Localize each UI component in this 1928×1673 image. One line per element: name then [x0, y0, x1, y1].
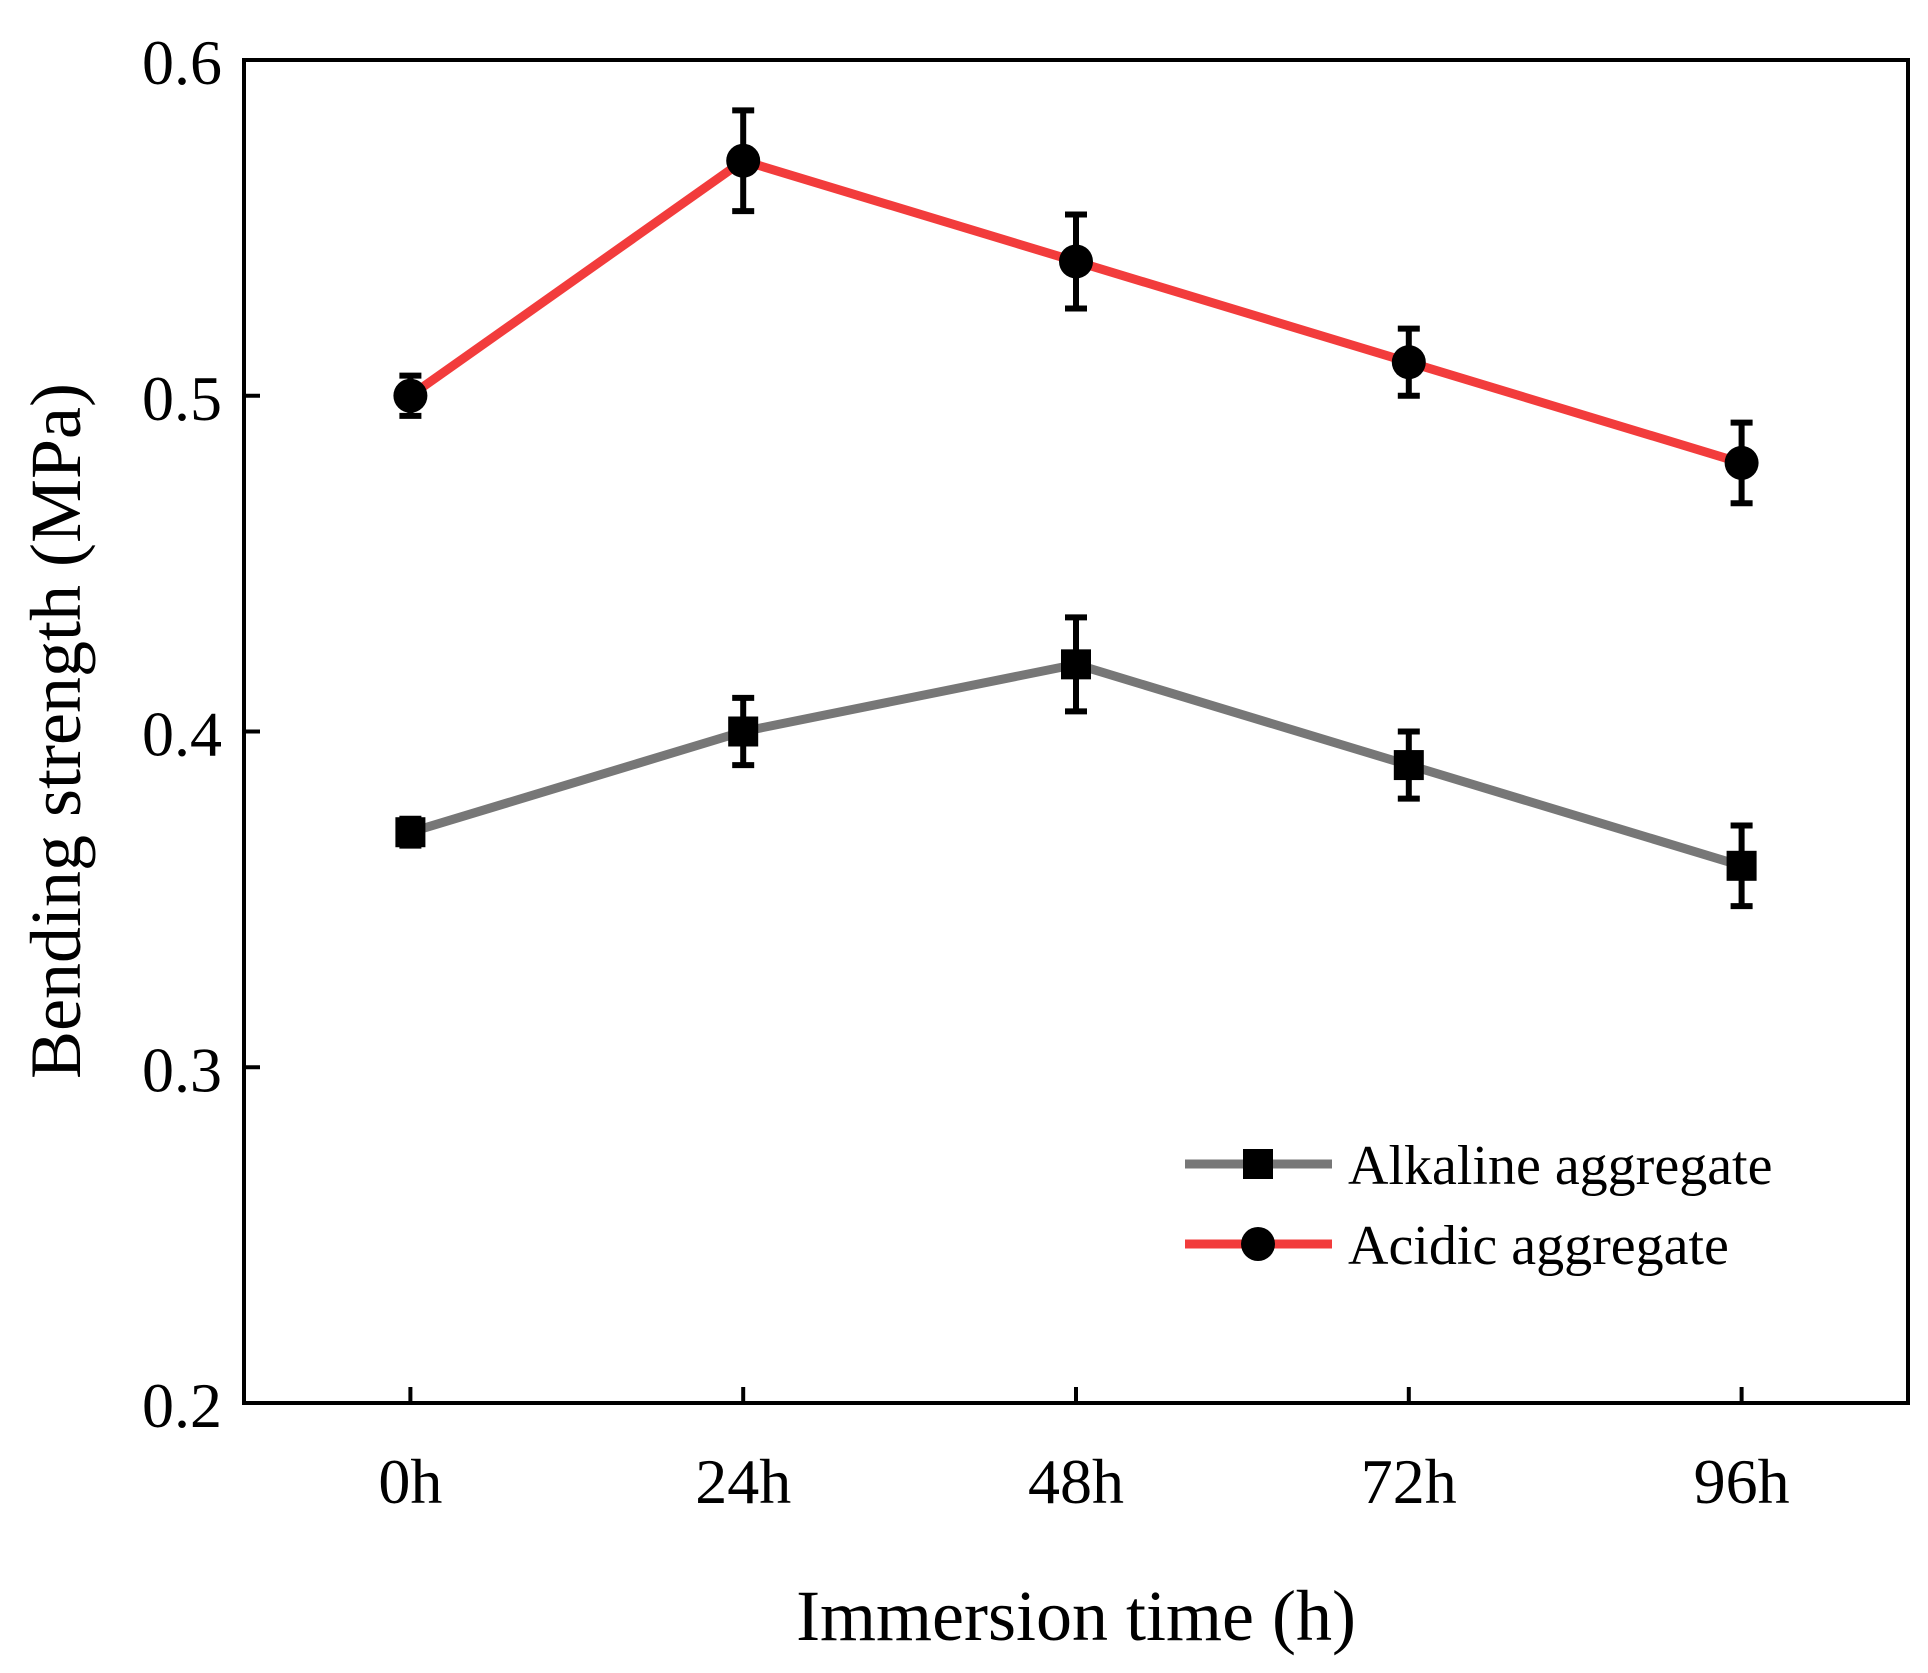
data-point — [1393, 750, 1424, 781]
y-tick-label: 0.5 — [142, 363, 222, 434]
x-tick-label: 72h — [1361, 1446, 1457, 1517]
series-1 — [393, 107, 1759, 507]
y-tick-label: 0.3 — [142, 1034, 222, 1105]
data-point — [1061, 649, 1091, 680]
y-axis-title: Bending strength (MPa) — [16, 383, 96, 1079]
series-line — [407, 156, 1743, 468]
y-tick-label: 0.6 — [142, 27, 222, 98]
x-tick-label: 96h — [1694, 1446, 1790, 1517]
y-tick-label: 0.4 — [142, 699, 222, 770]
legend-item: Alkaline aggregate — [1185, 1135, 1772, 1197]
data-point — [1726, 850, 1757, 881]
data-point — [728, 716, 759, 747]
series-layer — [393, 107, 1759, 910]
x-axis: 0h 24h 48h 72h 96h — [378, 1387, 1790, 1517]
x-axis-title: Immersion time (h) — [796, 1576, 1356, 1656]
series-0 — [395, 614, 1757, 910]
y-tick-label: 0.2 — [142, 1370, 222, 1441]
legend-label: Acidic aggregate — [1348, 1215, 1729, 1277]
data-point — [726, 143, 761, 178]
x-tick-label: 48h — [1028, 1446, 1124, 1517]
legend-label: Alkaline aggregate — [1348, 1135, 1772, 1197]
data-point — [395, 817, 426, 848]
x-tick-label: 0h — [378, 1446, 442, 1517]
data-point — [1724, 445, 1759, 480]
legend: Alkaline aggregate Acidic aggregate — [1185, 1135, 1772, 1277]
data-point — [1059, 244, 1093, 279]
data-point — [1391, 345, 1426, 380]
y-axis: 0.2 0.3 0.4 0.5 0.6 — [142, 27, 260, 1441]
x-tick-label: 24h — [695, 1446, 791, 1517]
data-point — [393, 378, 428, 413]
legend-item: Acidic aggregate — [1185, 1215, 1729, 1277]
legend-marker — [1241, 1227, 1275, 1261]
legend-marker — [1243, 1149, 1273, 1179]
